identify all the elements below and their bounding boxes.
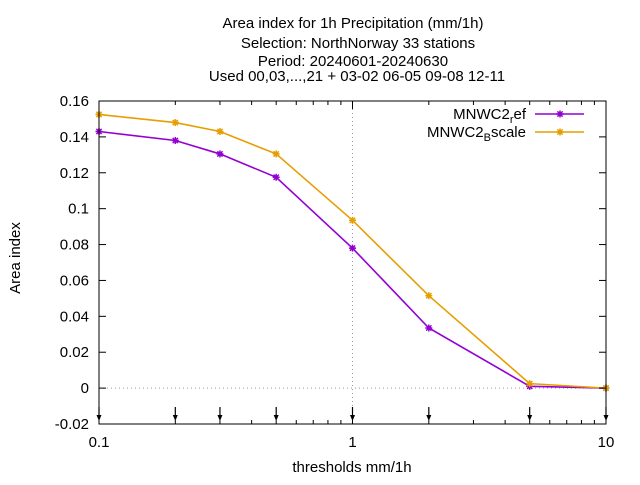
y-tick-label: 0 [81, 380, 89, 397]
legend-label: MNWC2Bscale [427, 124, 526, 144]
y-tick-label: 0.06 [60, 272, 89, 289]
series-2 [95, 110, 610, 392]
x-tick-label: 10 [598, 434, 615, 451]
y-axis-label: Area index [7, 222, 24, 294]
series-layer [95, 110, 610, 392]
chart-title-line-2: Selection: NorthNorway 33 stations [241, 35, 475, 52]
chart-title: Area index for 1h Precipitation (mm/1h) … [209, 15, 505, 85]
x-axis: 0.1 1 10 [89, 101, 615, 451]
y-tick-label: 0.14 [60, 129, 89, 146]
legend-item: MNWC2ref [453, 106, 584, 126]
series-2-point [526, 380, 534, 388]
series-1-point [425, 324, 433, 332]
threshold-marker-arrow [527, 415, 533, 421]
threshold-marker-arrow [273, 415, 279, 421]
legend-item: MNWC2Bscale [427, 124, 584, 144]
series-2-line [98, 113, 607, 389]
chart-title-line-1: Area index for 1h Precipitation (mm/1h) [223, 15, 484, 32]
series-1 [95, 128, 610, 392]
series-2-point [272, 150, 280, 158]
series-1-line [98, 130, 607, 389]
legend-label: MNWC2ref [453, 106, 527, 126]
series-2-point [425, 292, 433, 300]
threshold-marker-arrow [172, 415, 178, 421]
y-tick-label: 0.04 [60, 308, 89, 325]
series-2-point [171, 119, 179, 127]
legend-marker [556, 128, 564, 136]
y-tick-label: 0.02 [60, 344, 89, 361]
x-tick-label: 1 [348, 434, 356, 451]
y-tick-label: 0.16 [60, 93, 89, 110]
y-tick-label: -0.02 [55, 416, 89, 433]
series-1-point [349, 244, 356, 252]
chart-title-line-4: Used 00,03,...,21 + 03-02 06-05 09-08 12… [209, 68, 505, 85]
y-tick-label: 0.12 [60, 165, 89, 182]
series-1-point [171, 136, 179, 144]
grid [99, 101, 606, 424]
series-2-point [216, 128, 224, 136]
y-axis: -0.02 0 0.02 0.04 0.06 0.08 0.1 0.12 0.14 0.16 [55, 93, 606, 433]
series-1-point [272, 173, 280, 181]
legend-marker [556, 110, 564, 118]
chart-title-line-3: Period: 20240601-20240630 [258, 53, 448, 70]
threshold-marker-arrow [217, 415, 223, 421]
series-1-point [216, 150, 224, 158]
y-tick-label: 0.1 [68, 201, 89, 218]
x-tick-label: 0.1 [89, 434, 110, 451]
threshold-marker-arrow [426, 415, 432, 421]
y-tick-label: 0.08 [60, 237, 89, 254]
series-2-point [349, 216, 356, 224]
x-axis-label: thresholds mm/1h [292, 459, 411, 476]
